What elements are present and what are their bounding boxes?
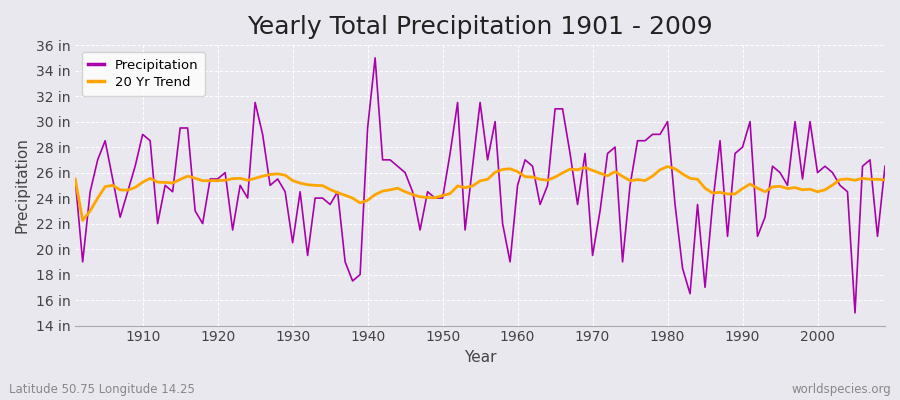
Legend: Precipitation, 20 Yr Trend: Precipitation, 20 Yr Trend	[82, 52, 205, 96]
20 Yr Trend	[70, 176, 81, 181]
Precipitation	[70, 176, 81, 181]
Text: worldspecies.org: worldspecies.org	[791, 383, 891, 396]
20 Yr Trend	[302, 182, 313, 187]
Line: 20 Yr Trend: 20 Yr Trend	[76, 166, 885, 220]
X-axis label: Year: Year	[464, 350, 496, 365]
20 Yr Trend	[879, 178, 890, 182]
20 Yr Trend	[77, 218, 88, 223]
Y-axis label: Precipitation: Precipitation	[15, 138, 30, 233]
Precipitation	[294, 189, 305, 194]
Precipitation	[512, 183, 523, 188]
Precipitation	[370, 56, 381, 60]
Precipitation	[609, 145, 620, 150]
Precipitation	[519, 158, 530, 162]
Precipitation	[130, 164, 140, 169]
Precipitation	[339, 260, 350, 264]
Line: Precipitation: Precipitation	[76, 58, 885, 313]
20 Yr Trend	[519, 174, 530, 179]
20 Yr Trend	[609, 169, 620, 174]
Precipitation	[850, 310, 860, 315]
Precipitation	[879, 164, 890, 169]
20 Yr Trend	[512, 169, 523, 174]
Title: Yearly Total Precipitation 1901 - 2009: Yearly Total Precipitation 1901 - 2009	[248, 15, 713, 39]
20 Yr Trend	[347, 196, 358, 200]
20 Yr Trend	[138, 180, 148, 184]
Text: Latitude 50.75 Longitude 14.25: Latitude 50.75 Longitude 14.25	[9, 383, 195, 396]
20 Yr Trend	[662, 164, 673, 169]
